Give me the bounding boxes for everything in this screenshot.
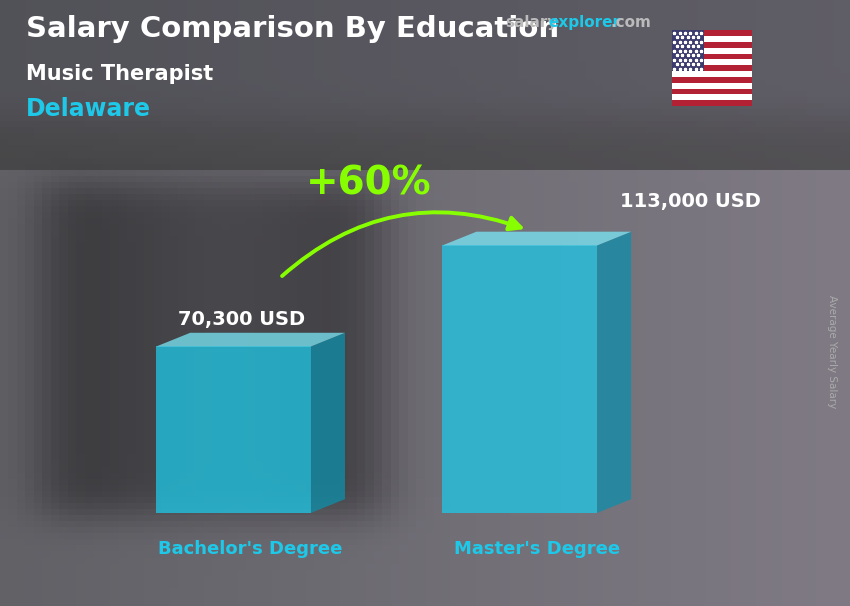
Text: Delaware: Delaware [26,97,150,121]
Bar [672,30,752,36]
Bar [672,65,752,71]
Polygon shape [311,333,345,513]
Text: explorer: explorer [548,15,620,30]
Polygon shape [597,231,632,513]
Bar [672,42,752,48]
Bar [672,36,752,42]
Text: salary: salary [506,15,558,30]
Bar [672,88,752,95]
Bar [672,48,752,53]
Text: +60%: +60% [306,165,432,202]
Bar [672,30,704,71]
Text: Average Yearly Salary: Average Yearly Salary [827,295,837,408]
Polygon shape [156,347,311,513]
Bar [672,59,752,65]
Text: 113,000 USD: 113,000 USD [620,192,762,211]
Polygon shape [156,333,345,347]
Text: Music Therapist: Music Therapist [26,64,212,84]
Bar [672,83,752,88]
Text: Master's Degree: Master's Degree [454,541,620,558]
Bar [672,53,752,59]
Text: Salary Comparison By Education: Salary Comparison By Education [26,15,558,43]
Polygon shape [442,245,597,513]
Polygon shape [442,231,632,245]
Bar [0,0,850,170]
Bar [672,71,752,77]
Text: .com: .com [610,15,651,30]
Bar [672,95,752,100]
Text: Bachelor's Degree: Bachelor's Degree [158,541,343,558]
Text: 70,300 USD: 70,300 USD [178,310,305,329]
Bar [672,77,752,83]
Bar [672,100,752,106]
